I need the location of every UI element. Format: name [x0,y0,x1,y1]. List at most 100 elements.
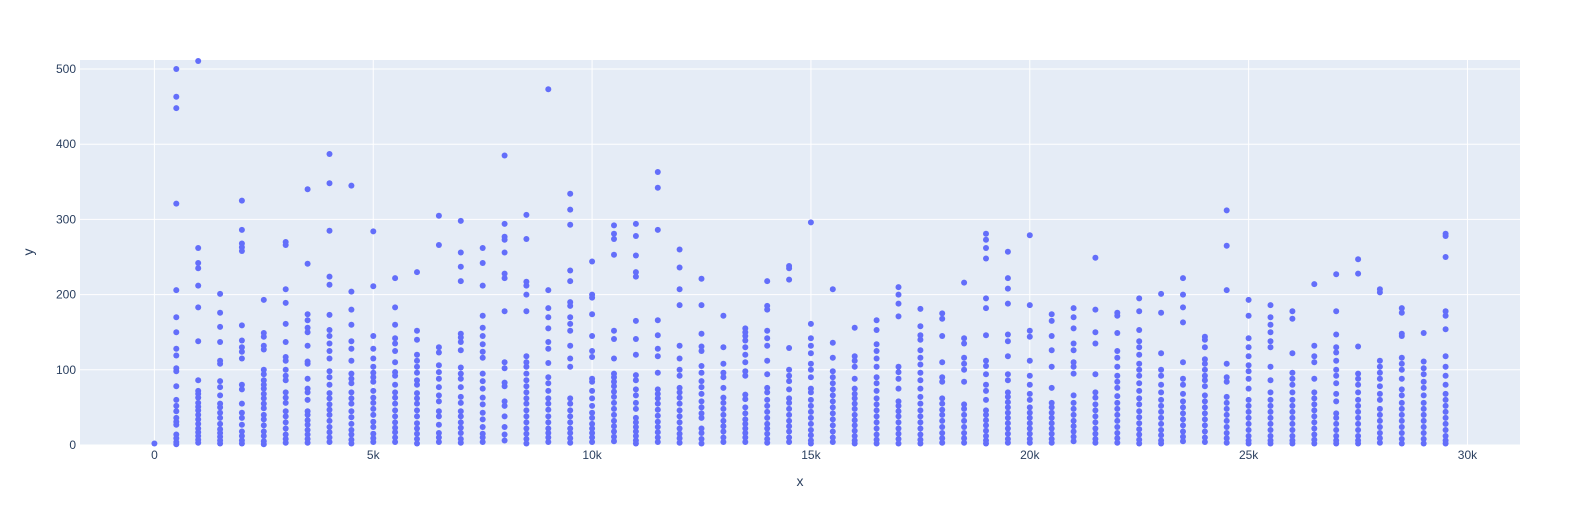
data-point [523,413,530,420]
data-point [961,279,968,286]
data-point [939,439,946,446]
data-point [414,357,420,364]
data-point [589,425,596,432]
data-point [611,378,617,385]
data-point [786,434,793,441]
data-point [1158,414,1165,421]
data-point [195,304,202,311]
data-point [917,400,924,407]
data-point [1180,291,1186,298]
data-point [611,251,617,258]
data-point [1333,372,1340,379]
data-point [1398,386,1405,393]
data-point [1267,402,1274,409]
data-point [611,222,617,229]
data-point [851,353,858,360]
data-point [786,423,793,430]
data-point [567,278,574,285]
data-point [1333,331,1340,338]
data-point [523,282,530,289]
data-point [1311,425,1318,432]
data-point [786,411,793,418]
data-point [786,405,793,412]
data-point [238,197,245,204]
data-point [457,263,464,270]
data-point [392,424,399,431]
data-point [1136,387,1143,394]
data-point [1355,414,1362,421]
data-point [961,340,968,347]
data-point [851,440,858,447]
data-point [326,434,333,441]
data-point [1201,372,1208,379]
data-point [501,431,508,438]
data-point [1223,393,1230,400]
y-tick-label: 400 [56,137,76,151]
data-point [1004,300,1011,307]
data-point [1026,404,1033,411]
data-point [895,408,902,415]
data-point [873,425,880,432]
data-point [676,413,683,420]
data-point [523,436,530,442]
data-point [1333,366,1340,373]
data-point [1136,366,1143,373]
data-point [260,333,267,340]
data-point [1180,390,1186,397]
data-point [457,408,464,415]
data-point [501,249,508,256]
data-point [545,430,552,436]
data-point [1398,424,1405,430]
data-point [1289,315,1296,322]
data-point [260,422,267,429]
data-point [260,405,267,412]
data-point [632,419,639,426]
data-point [414,377,420,384]
data-point [1048,420,1055,427]
data-point [1070,428,1077,435]
data-point [567,363,574,370]
data-point [173,402,180,409]
data-point [654,439,661,445]
data-point [1158,366,1165,373]
data-point [1158,432,1165,439]
data-point [939,400,946,407]
data-point [1180,319,1186,326]
data-point [807,342,814,349]
data-point [895,430,902,437]
data-point [304,324,311,331]
data-point [1289,402,1296,409]
data-point [326,390,333,397]
data-point [1376,417,1383,424]
data-point [1442,312,1449,319]
data-point [742,416,749,423]
data-point [326,429,333,436]
data-point [983,396,989,403]
data-point [260,371,267,378]
data-point [545,325,552,332]
data-point [1355,343,1362,350]
data-point [238,344,245,351]
data-point [632,233,639,239]
data-point [983,245,989,251]
x-axis-ticks: 0 5k 10k 15k 20k 25k 30k [151,448,1478,462]
data-point [1355,375,1362,382]
data-point [676,384,683,391]
data-point [1245,296,1252,303]
data-point [983,332,989,339]
data-point [173,352,180,359]
data-point [983,427,989,434]
data-point [1004,338,1011,345]
data-point [1289,369,1296,376]
data-point [1004,425,1011,432]
data-point [939,435,946,442]
y-tick-label: 500 [56,62,76,76]
data-point [1180,422,1186,429]
data-point [632,273,639,280]
data-point [1092,430,1099,437]
data-point [260,433,267,439]
data-point [1201,377,1208,384]
data-point [807,374,814,381]
data-point [1092,306,1099,313]
data-point [282,425,289,432]
